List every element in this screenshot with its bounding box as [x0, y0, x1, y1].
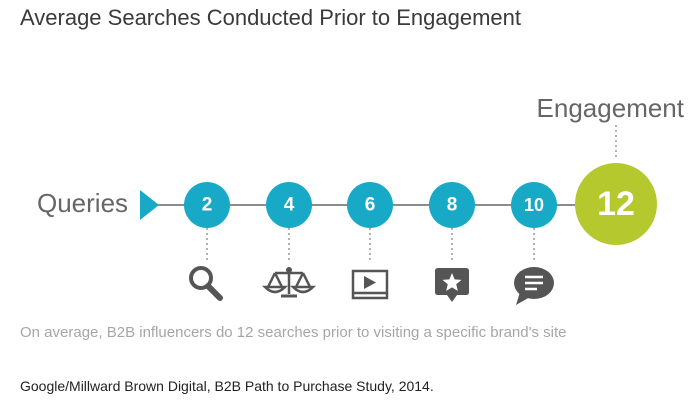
engagement-label: Engagement [536, 93, 684, 123]
step-value: 4 [284, 195, 295, 216]
engagement-value: 12 [597, 185, 635, 223]
step-node: 2 [184, 182, 230, 228]
search-icon [189, 266, 223, 301]
video-player-icon [351, 269, 389, 300]
step-node: 6 [347, 182, 393, 228]
page-title: Average Searches Conducted Prior to Enga… [20, 5, 522, 30]
chat-bubble-icon [514, 267, 554, 305]
step-value: 8 [447, 195, 458, 216]
step-value: 2 [202, 195, 213, 216]
queries-label: Queries [37, 188, 129, 218]
queries-arrow-icon [140, 190, 159, 220]
step-value: 10 [524, 195, 544, 215]
source-citation: Google/Millward Brown Digital, B2B Path … [20, 378, 434, 394]
step-node: 10 [511, 182, 557, 228]
step-node: 4 [266, 182, 312, 228]
review-star-icon [435, 268, 469, 302]
caption-text: On average, B2B influencers do 12 search… [20, 324, 567, 341]
dotted-connectors [206, 125, 617, 262]
engagement-node: 12 [575, 163, 657, 245]
step-node: 8 [429, 182, 475, 228]
scales-icon [261, 267, 317, 298]
step-value: 6 [365, 195, 376, 216]
